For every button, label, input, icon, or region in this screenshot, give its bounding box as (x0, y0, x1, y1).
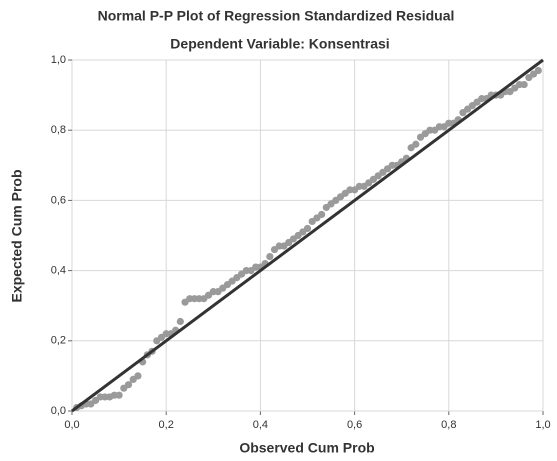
x-axis-title: Observed Cum Prob (239, 440, 374, 456)
data-point (124, 381, 133, 389)
y-tick-label: 0,2 (51, 335, 66, 347)
x-tick-label: 0,8 (441, 419, 456, 431)
data-point (520, 80, 528, 89)
data-point (266, 252, 274, 261)
chart-subtitle: Dependent Variable: Konsentrasi (170, 36, 389, 52)
x-tick-label: 0,4 (253, 419, 268, 431)
y-tick-label: 0,6 (51, 194, 66, 206)
reference-line (71, 58, 544, 413)
data-point (534, 66, 542, 75)
data-point (318, 210, 326, 219)
data-point (412, 140, 420, 148)
x-tick-label: 0,2 (159, 419, 174, 431)
y-tick-label: 0,0 (51, 405, 66, 417)
x-tick-label: 0,0 (64, 419, 79, 431)
x-tick-label: 0,6 (347, 419, 362, 431)
chart-title: Normal P-P Plot of Regression Standardiz… (98, 8, 455, 24)
y-tick-label: 1,0 (51, 54, 66, 66)
data-point (303, 224, 312, 233)
data-point (115, 391, 123, 399)
x-tick-label: 1,0 (535, 419, 550, 431)
y-axis-title: Expected Cum Prob (9, 169, 25, 302)
data-point (134, 372, 142, 380)
y-tick-label: 0,8 (51, 124, 66, 136)
y-tick-label: 0,4 (51, 265, 66, 277)
data-point (176, 317, 184, 326)
